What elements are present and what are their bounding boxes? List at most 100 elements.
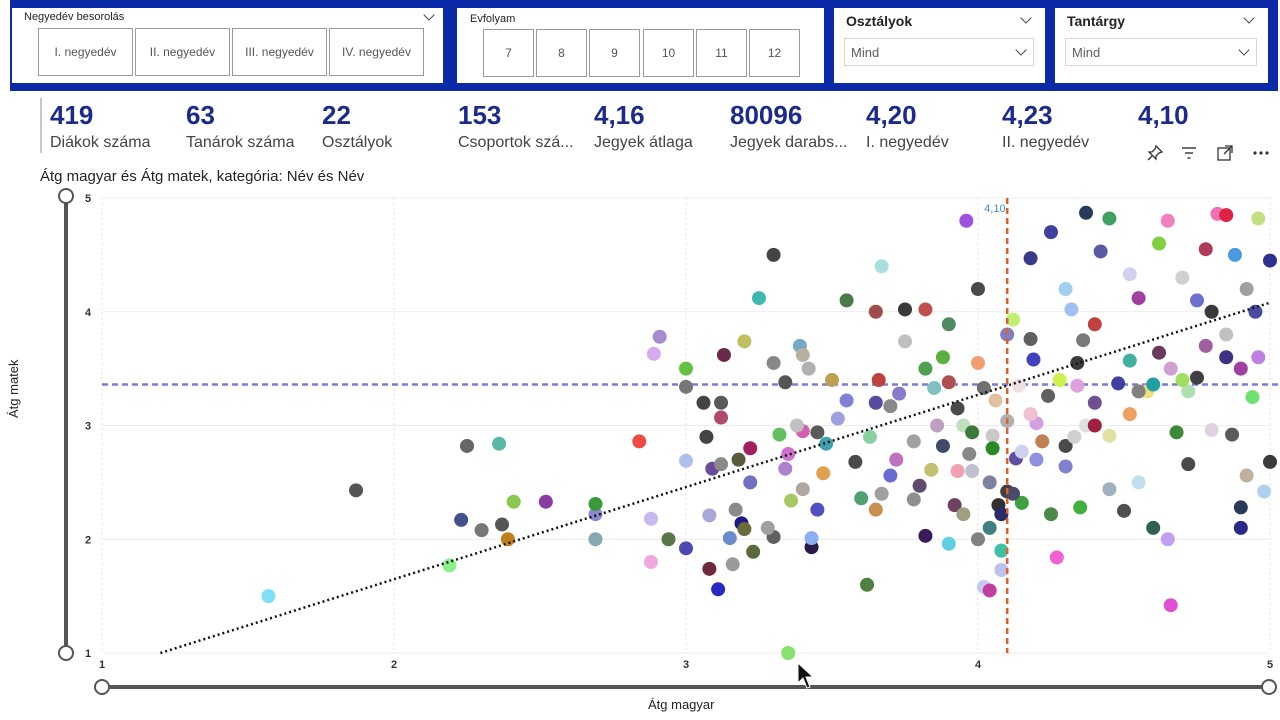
data-point (1239, 468, 1254, 483)
data-point (1023, 332, 1038, 347)
data-point (982, 520, 997, 535)
data-point (1049, 550, 1064, 565)
data-point (924, 462, 939, 477)
data-point (1227, 247, 1242, 262)
subject-dropdown[interactable]: Mind (1065, 38, 1257, 66)
kpi-quarter-3: 4,10 (1138, 100, 1189, 133)
data-point (454, 512, 469, 527)
data-point (349, 483, 364, 498)
data-point (714, 457, 729, 472)
grade-option-9[interactable]: 9 (589, 29, 640, 77)
data-point (892, 386, 907, 401)
pin-icon[interactable] (1146, 144, 1164, 162)
data-point (1251, 350, 1266, 365)
x-tick-label: 1 (99, 659, 105, 671)
x-axis-label: Átg magyar (648, 697, 715, 712)
data-point (976, 380, 991, 395)
data-point (918, 528, 933, 543)
kpi-grade-average: 4,16 Jegyek átlaga (594, 100, 693, 153)
data-point (460, 438, 474, 453)
data-point (714, 410, 729, 425)
data-point (679, 453, 693, 468)
data-point (1052, 373, 1067, 387)
kpi-label: I. negyedév (866, 134, 949, 151)
data-point (1122, 407, 1137, 422)
more-options-icon[interactable] (1252, 144, 1270, 162)
classes-slicer-title: Osztályok (846, 13, 913, 29)
kpi-value: 153 (458, 100, 502, 130)
data-point (1023, 407, 1038, 422)
data-point (935, 350, 950, 365)
kpi-quarter-1: 4,20 I. negyedév (866, 100, 949, 153)
data-point (941, 375, 956, 390)
data-point (778, 375, 793, 390)
data-point (860, 577, 875, 592)
slicer-bar: Negyedév besorolás I. negyedév II. negye… (10, 0, 1278, 91)
data-point (965, 464, 980, 478)
data-point (702, 508, 717, 523)
data-point (506, 494, 521, 509)
data-point (1204, 304, 1219, 319)
data-point (1131, 384, 1146, 399)
grade-option-7[interactable]: 7 (483, 29, 534, 77)
data-point (725, 557, 740, 572)
focus-mode-icon[interactable] (1216, 144, 1234, 162)
data-point (985, 441, 1000, 456)
data-point (261, 589, 276, 604)
kpi-label: Diákok száma (50, 134, 151, 151)
data-point (962, 446, 977, 461)
data-point (1070, 378, 1085, 393)
data-point (1111, 376, 1126, 391)
data-point (1006, 312, 1021, 327)
data-point (1131, 475, 1146, 490)
y-tick-label: 1 (85, 648, 91, 660)
data-point (778, 461, 793, 476)
data-point (854, 491, 869, 506)
data-point (1087, 317, 1102, 332)
data-point (652, 329, 667, 344)
x-slider-handle-left[interactable] (94, 679, 110, 695)
data-point (868, 502, 883, 517)
kpi-teachers: 63 Tanárok száma (186, 100, 295, 153)
data-point (912, 478, 927, 493)
data-point (947, 498, 962, 513)
classes-dropdown[interactable]: Mind (844, 38, 1034, 66)
data-point (679, 361, 693, 376)
data-point (781, 446, 796, 461)
data-point (874, 486, 889, 501)
data-point (868, 395, 883, 410)
grade-option-11[interactable]: 11 (696, 29, 747, 77)
quarter-option-4[interactable]: IV. negyedév (329, 28, 424, 76)
filter-icon[interactable] (1180, 144, 1198, 162)
data-point (728, 502, 743, 517)
data-point (994, 543, 1009, 558)
data-point (1014, 444, 1029, 459)
kpi-label: Osztályok (322, 134, 393, 151)
quarter-option-1[interactable]: I. negyedév (38, 28, 133, 76)
grade-option-12[interactable]: 12 (749, 29, 800, 77)
data-point (950, 464, 965, 478)
data-point (810, 425, 825, 440)
kpi-grade-count: 80096 Jegyek darabs... (730, 100, 847, 153)
data-point (714, 395, 729, 410)
data-point (965, 425, 980, 440)
grade-slicer-title: Evfolyam (470, 13, 516, 25)
grade-option-10[interactable]: 10 (643, 29, 694, 77)
data-point (646, 346, 661, 361)
data-point (492, 436, 507, 451)
kpi-groups: 153 Csoportok szá... (458, 100, 574, 153)
kpi-students: 419 Diákok száma (50, 100, 150, 153)
data-point (1190, 293, 1204, 308)
data-point (971, 282, 985, 296)
data-point (1023, 251, 1038, 266)
y-slider-handle-top[interactable] (58, 188, 74, 204)
data-point (538, 494, 553, 509)
grade-option-8[interactable]: 8 (536, 29, 587, 77)
x-slider-handle-right[interactable] (1261, 679, 1277, 695)
quarter-slicer-title: Negyedév besorolás (24, 11, 125, 23)
quarter-option-2[interactable]: II. negyedév (135, 28, 230, 76)
data-point (1079, 205, 1094, 220)
data-point (848, 454, 863, 469)
y-slider-handle-bottom[interactable] (58, 645, 74, 661)
quarter-option-3[interactable]: III. negyedév (232, 28, 327, 76)
